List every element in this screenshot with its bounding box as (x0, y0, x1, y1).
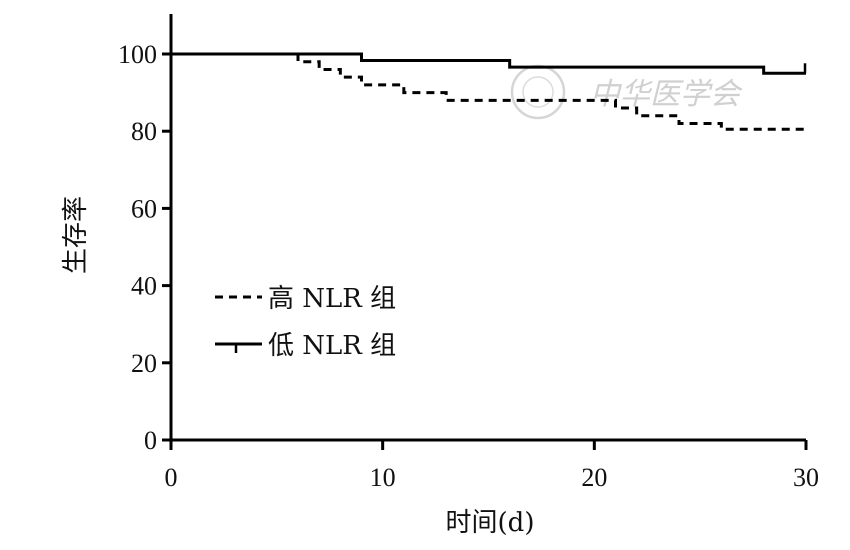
series-line-high-nlr (171, 52, 806, 131)
x-ticks: 0 10 20 30 (165, 440, 819, 492)
x-tick-label: 0 (165, 463, 178, 492)
series-layer (171, 52, 807, 131)
watermark: 中华医学会 (510, 64, 743, 120)
y-tick-label: 80 (131, 117, 157, 146)
axes (169, 14, 806, 442)
legend: 高 NLR 组 低 NLR 组 (215, 284, 396, 361)
y-axis-title: 生存率 (61, 196, 91, 274)
y-tick-label: 0 (144, 426, 157, 455)
watermark-seal-inner (522, 76, 554, 108)
legend-label-high-nlr: 高 NLR 组 (268, 284, 396, 314)
legend-label-low-nlr: 低 NLR 组 (268, 331, 396, 361)
x-tick-label: 30 (793, 463, 819, 492)
y-tick-label: 100 (118, 40, 157, 69)
x-axis-title: 时间(d) (446, 508, 535, 538)
watermark-seal-icon (510, 64, 566, 120)
x-tick-label: 10 (370, 463, 396, 492)
series-line-low-nlr (171, 52, 806, 75)
y-tick-label: 60 (131, 194, 157, 223)
y-tick-label: 40 (131, 272, 157, 301)
x-tick-label: 20 (581, 463, 607, 492)
y-tick-label: 20 (131, 349, 157, 378)
watermark-text: 中华医学会 (590, 77, 743, 112)
y-ticks: 0 20 40 60 80 100 (118, 40, 171, 455)
